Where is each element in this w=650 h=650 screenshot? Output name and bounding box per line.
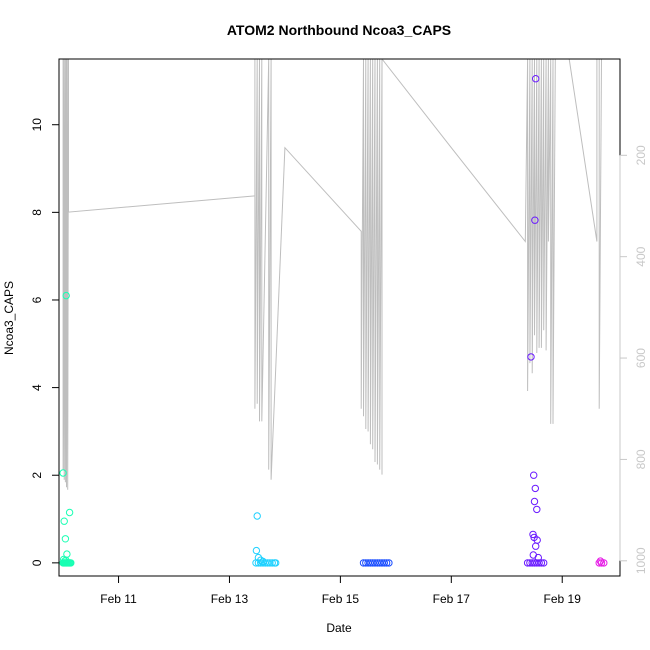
left-axis-tick-label: 2 (30, 472, 44, 479)
scatter-points-layer (59, 75, 608, 567)
data-point (268, 559, 276, 567)
left-axis-tick-label: 6 (30, 296, 44, 303)
data-point (252, 559, 260, 567)
data-point (537, 559, 546, 567)
x-axis-tick-label: Feb 15 (322, 592, 360, 606)
data-point (359, 559, 368, 567)
data-point (540, 559, 548, 567)
right-axis: 200 400 600 800 1000 (619, 145, 648, 574)
data-point (263, 559, 272, 567)
data-point (257, 559, 265, 567)
x-axis-tick-label: Feb 13 (211, 592, 249, 606)
data-point (533, 505, 541, 514)
right-axis-tick-label: 600 (634, 348, 648, 368)
data-point (252, 546, 261, 555)
left-axis-tick-label: 0 (30, 559, 44, 566)
data-point (530, 559, 539, 567)
data-point (364, 559, 372, 567)
data-point (62, 291, 70, 300)
data-point (366, 559, 375, 567)
data-point (385, 559, 393, 567)
data-point (532, 542, 540, 550)
y-axis-label: Ncoa3_CAPS (2, 281, 16, 355)
data-point (378, 559, 386, 567)
data-point (373, 559, 382, 567)
right-axis-tick-label: 400 (634, 246, 648, 266)
data-point (272, 559, 280, 567)
data-point (261, 559, 269, 567)
data-point (376, 559, 384, 567)
data-point (531, 484, 539, 493)
x-axis-tick-label: Feb 19 (544, 592, 582, 606)
right-axis-tick-label: 200 (634, 145, 648, 165)
data-point (59, 469, 67, 477)
x-axis: Feb 11 Feb 13 Feb 15 Feb 17 Feb 19 (100, 575, 582, 606)
x-axis-tick-label: Feb 17 (433, 592, 471, 606)
data-point (535, 559, 543, 567)
secondary-series-layer (62, 59, 602, 490)
data-point (371, 559, 379, 567)
data-point (369, 559, 377, 567)
left-axis-tick-label: 10 (30, 118, 44, 132)
left-axis: 0 2 4 6 8 10 (30, 118, 60, 566)
data-point (600, 559, 608, 567)
x-axis-tick-label: Feb 11 (100, 592, 137, 606)
data-point (531, 216, 539, 224)
secondary-series-line (62, 59, 602, 490)
left-axis-tick-label: 4 (30, 384, 44, 391)
data-point (533, 559, 541, 567)
data-point (597, 559, 606, 567)
data-point (362, 559, 370, 567)
data-point (266, 559, 274, 567)
data-point (67, 559, 75, 567)
right-axis-tick-label: 800 (634, 449, 648, 469)
data-point (259, 559, 267, 567)
data-point (527, 353, 535, 361)
data-point (534, 553, 542, 562)
data-point (65, 508, 74, 517)
data-point (523, 559, 532, 567)
data-point (253, 512, 261, 520)
data-point (530, 497, 539, 506)
left-axis-tick-label: 8 (30, 209, 44, 216)
x-axis-label: Date (326, 621, 352, 635)
data-point (530, 471, 538, 479)
chart-title: ATOM2 Northbound Ncoa3_CAPS (227, 22, 451, 38)
data-point (60, 517, 68, 525)
data-point (595, 559, 603, 567)
data-point (61, 535, 70, 543)
data-point (382, 559, 391, 567)
right-axis-tick-label: 1000 (634, 547, 648, 574)
data-point (532, 75, 540, 83)
data-point (380, 559, 388, 567)
